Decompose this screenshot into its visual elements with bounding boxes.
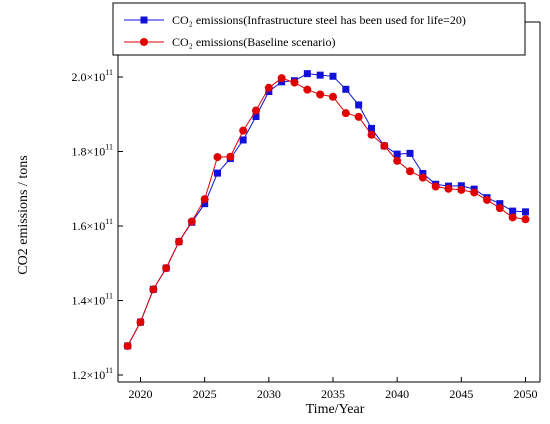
y-tick-label: 2.0×1011 <box>72 68 113 84</box>
legend-item: CO₂ emissions(Baseline scenario) <box>124 35 335 49</box>
data-point <box>483 195 491 204</box>
x-tick-label: 2045 <box>449 387 473 401</box>
data-point <box>341 109 350 118</box>
data-point <box>457 182 465 190</box>
data-point <box>355 101 363 109</box>
data-point <box>214 169 221 177</box>
data-point <box>329 92 337 101</box>
data-point <box>496 200 504 208</box>
legend-marker <box>140 16 148 24</box>
data-point <box>406 149 414 157</box>
series-0 <box>124 70 529 350</box>
data-point <box>201 200 209 208</box>
data-point <box>457 185 466 194</box>
data-point <box>264 83 273 92</box>
data-point <box>393 150 401 158</box>
legend-box <box>112 2 526 56</box>
data-point <box>239 126 248 135</box>
data-point <box>316 90 325 99</box>
data-point <box>290 78 299 87</box>
legend: CO₂ emissions(Infrastructure steel has b… <box>112 2 526 56</box>
data-point <box>252 106 260 115</box>
y-tick-label: 1.6×1011 <box>72 217 113 233</box>
data-point <box>187 217 196 226</box>
data-point <box>522 208 529 216</box>
data-point <box>303 70 311 78</box>
data-point <box>252 112 260 120</box>
legend-label: CO₂ emissions(Baseline scenario) <box>172 35 335 49</box>
data-point <box>380 141 389 150</box>
y-tick-label: 1.4×1011 <box>72 292 113 308</box>
data-point <box>123 341 132 350</box>
x-tick-label: 2025 <box>193 387 217 401</box>
data-point <box>495 204 504 213</box>
x-tick-label: 2020 <box>129 387 153 401</box>
x-axis-title: Time/Year <box>306 402 365 417</box>
data-point <box>213 153 222 162</box>
y-axis-title: CO2 emissions / tons <box>16 155 31 274</box>
data-point <box>393 156 402 165</box>
data-point <box>277 74 286 83</box>
data-point <box>444 184 453 193</box>
series-line <box>127 73 526 347</box>
legend-marker <box>140 38 148 46</box>
data-point <box>303 85 312 94</box>
x-tick-label: 2040 <box>385 387 409 401</box>
series-line <box>127 77 526 347</box>
data-point <box>226 152 235 161</box>
series-1 <box>123 74 530 350</box>
data-point <box>239 136 247 144</box>
data-point <box>354 112 363 121</box>
data-point <box>200 195 209 204</box>
y-tick-label: 1.8×1011 <box>72 143 113 159</box>
data-point <box>470 188 479 197</box>
legend-item: CO₂ emissions(Infrastructure steel has b… <box>124 13 466 27</box>
data-point <box>431 182 440 191</box>
data-point <box>136 318 145 327</box>
data-point <box>406 167 414 176</box>
data-point <box>418 173 427 182</box>
data-point <box>508 213 517 222</box>
x-tick-label: 2030 <box>257 387 281 401</box>
data-point <box>342 85 350 93</box>
data-point <box>521 215 530 224</box>
data-point <box>316 71 324 79</box>
data-point <box>368 124 375 132</box>
data-point <box>149 285 158 294</box>
x-tick-label: 2050 <box>514 387 538 401</box>
data-point <box>367 130 376 139</box>
series-layer <box>123 70 530 350</box>
data-point <box>329 72 337 80</box>
y-tick-label: 1.2×1011 <box>72 366 113 382</box>
data-point <box>175 237 183 246</box>
data-point <box>419 169 427 177</box>
axes: 2020 2025 2030 2035 2040 2045 2050 1.2×1011 1.4×… <box>72 21 541 401</box>
legend-label: CO₂ emissions(Infrastructure steel has b… <box>172 13 466 27</box>
data-point <box>162 264 171 273</box>
x-tick-label: 2035 <box>321 387 345 401</box>
data-point <box>509 207 517 215</box>
